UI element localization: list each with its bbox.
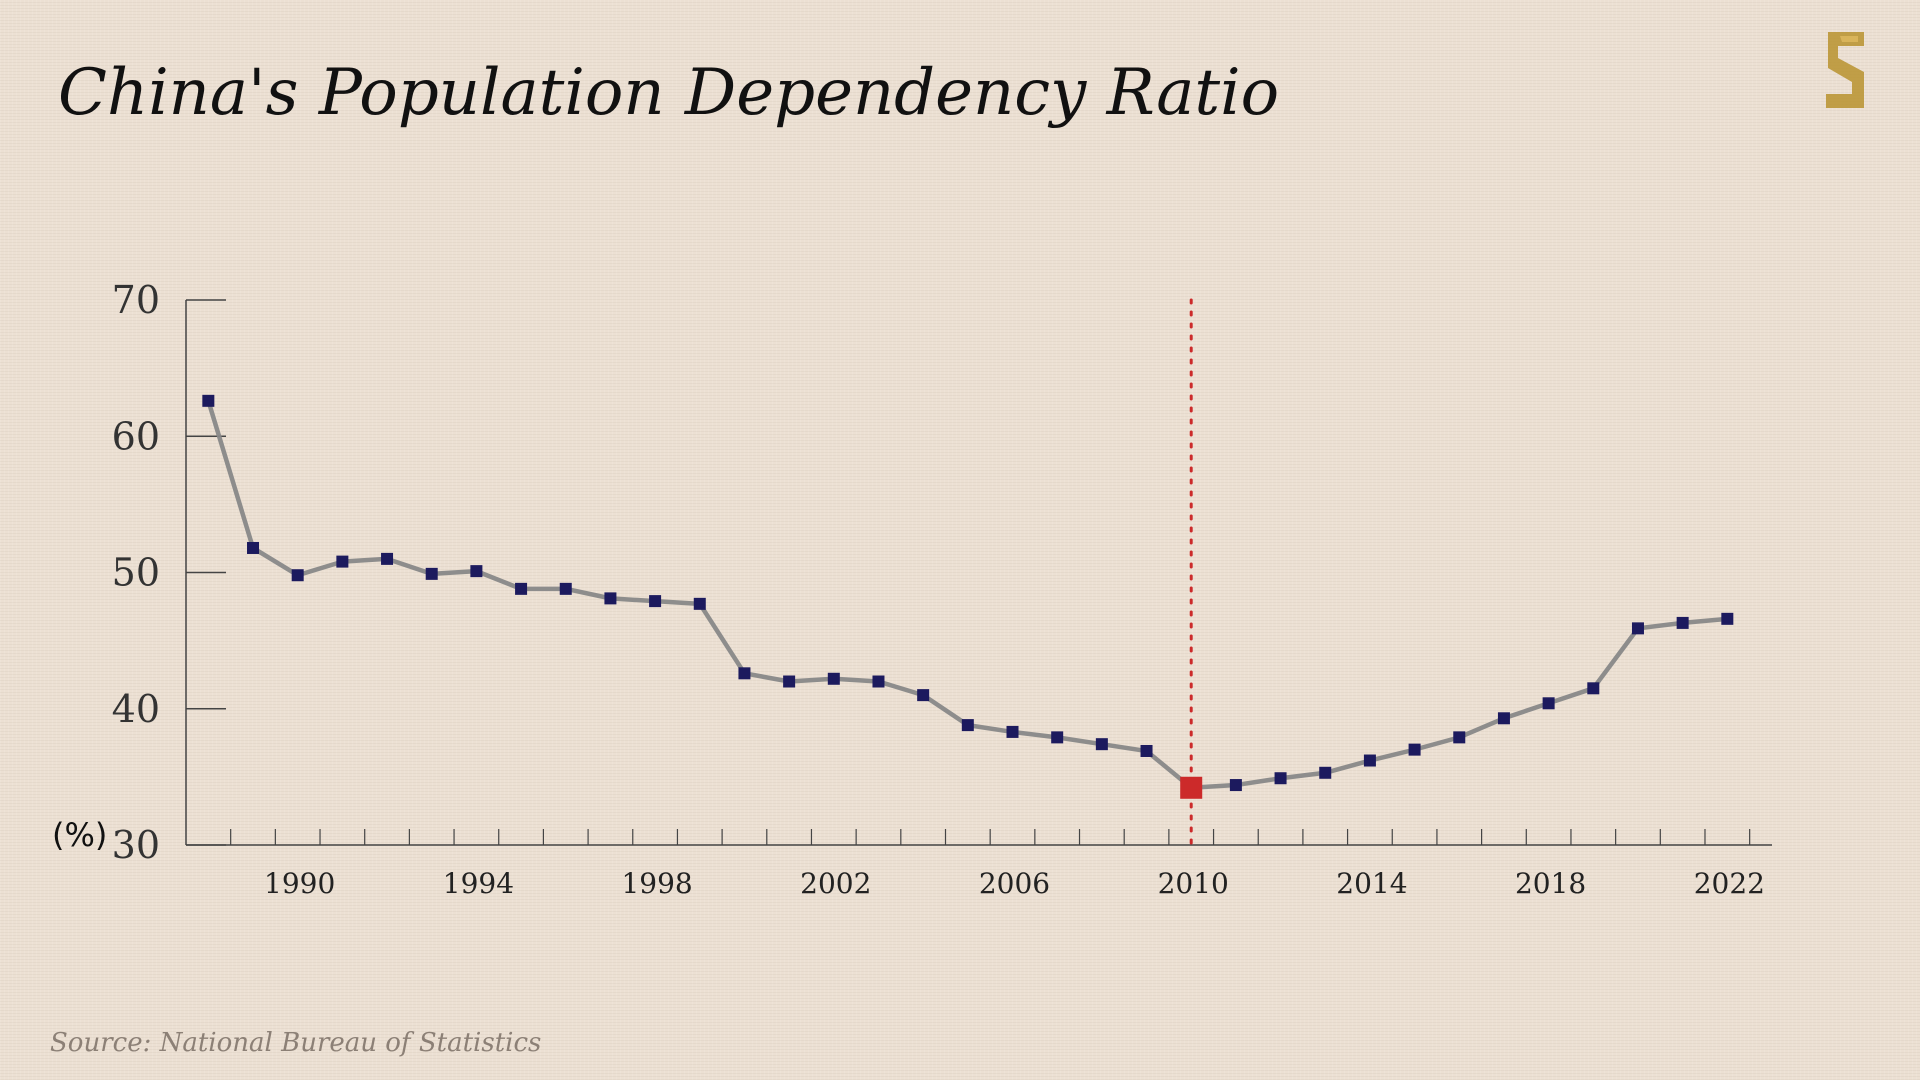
data-point xyxy=(1006,725,1019,738)
data-point xyxy=(1631,622,1644,635)
data-point xyxy=(559,582,572,595)
data-point xyxy=(827,672,840,685)
data-point xyxy=(425,567,438,580)
data-point xyxy=(515,582,528,595)
y-tick-label: 40 xyxy=(112,687,160,731)
data-point xyxy=(1140,744,1153,757)
y-tick-label: 30 xyxy=(112,823,160,867)
y-tick-label: 70 xyxy=(112,278,160,322)
data-point xyxy=(1497,712,1510,725)
series-layer xyxy=(202,394,1734,799)
data-point xyxy=(336,555,349,568)
data-point xyxy=(1319,766,1332,779)
x-tick-label: 1990 xyxy=(264,867,335,900)
data-point xyxy=(1229,779,1242,792)
x-tick-label: 2014 xyxy=(1336,867,1407,900)
x-tick-label: 1998 xyxy=(621,867,692,900)
data-point xyxy=(247,541,260,554)
data-point xyxy=(649,595,662,608)
x-tick-label: 2002 xyxy=(800,867,871,900)
x-tick-label: 2022 xyxy=(1694,867,1765,900)
data-point xyxy=(1542,697,1555,710)
data-point xyxy=(291,569,304,582)
y-tick-label: 50 xyxy=(112,551,160,595)
data-point xyxy=(202,394,215,407)
data-point xyxy=(604,592,617,605)
data-point xyxy=(1274,772,1287,785)
y-axis-ticks: 30 40 50 60 70 xyxy=(112,278,226,867)
data-point xyxy=(381,552,394,565)
data-point xyxy=(1721,612,1734,625)
data-point xyxy=(693,597,706,610)
data-point xyxy=(1408,743,1421,756)
x-tick-label: 2006 xyxy=(979,867,1050,900)
source-note: Source: National Bureau of Statistics xyxy=(50,1028,542,1058)
chart-title: China's Population Dependency Ratio xyxy=(58,56,1280,130)
x-tick-label: 2010 xyxy=(1158,867,1229,900)
data-point xyxy=(1363,754,1376,767)
data-point xyxy=(783,675,796,688)
data-point xyxy=(1095,738,1108,751)
data-point xyxy=(738,667,751,680)
data-point xyxy=(1587,682,1600,695)
data-point xyxy=(470,565,483,578)
x-tick-label: 1994 xyxy=(443,867,514,900)
data-point xyxy=(917,689,930,702)
y-tick-label: 60 xyxy=(112,414,160,458)
data-point xyxy=(872,675,885,688)
data-point xyxy=(1453,731,1466,744)
data-point xyxy=(1676,616,1689,629)
highlight-point xyxy=(1180,776,1203,799)
data-point xyxy=(1051,731,1064,744)
x-tick-label: 2018 xyxy=(1515,867,1586,900)
s-china-logo-icon xyxy=(1826,32,1864,108)
x-axis-ticks: 1990 1994 1998 2002 2006 2010 2014 2018 2022 xyxy=(230,829,1765,900)
data-point xyxy=(961,719,974,732)
y-axis-unit-label: (%) xyxy=(52,816,107,854)
